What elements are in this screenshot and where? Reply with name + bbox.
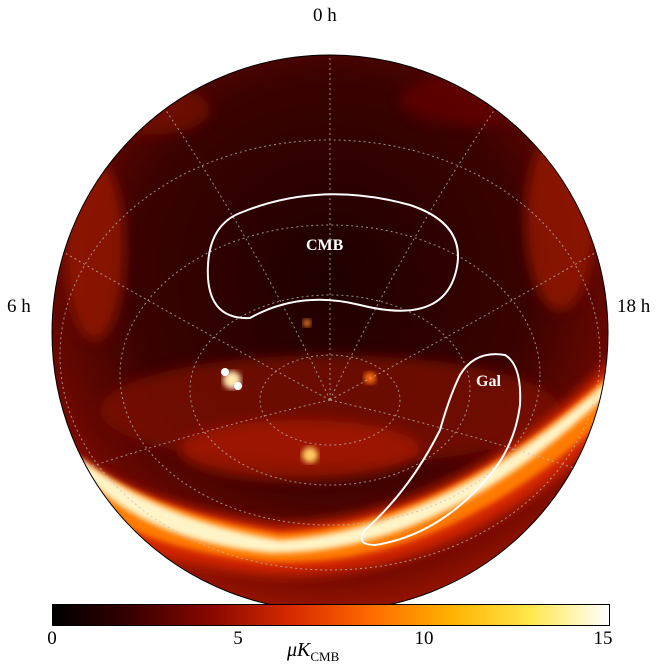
galactic-plane — [52, 330, 608, 576]
colorbar-tick-15: 15 — [593, 628, 613, 649]
colorbar-tick-10: 10 — [414, 628, 434, 649]
colorbar — [52, 604, 610, 626]
unit-subscript: CMB — [310, 649, 340, 664]
colorbar-tick-0: 0 — [47, 628, 57, 649]
unit-prefix: μK — [287, 639, 311, 661]
gal-region-label: Gal — [476, 373, 501, 390]
graticule — [59, 55, 601, 571]
colorbar-tick-5: 5 — [233, 628, 243, 649]
ra-label-0h: 0 h — [313, 5, 337, 26]
colorbar-unit-label: μKCMB — [287, 640, 339, 663]
gal-region-contour — [360, 353, 522, 547]
ra-label-18h: 18 h — [617, 296, 651, 317]
ra-label-6h: 6 h — [7, 296, 31, 317]
cmb-region-label: CMB — [306, 237, 344, 254]
cmb-region-contour — [206, 193, 459, 320]
diffuse-emission — [65, 75, 595, 480]
